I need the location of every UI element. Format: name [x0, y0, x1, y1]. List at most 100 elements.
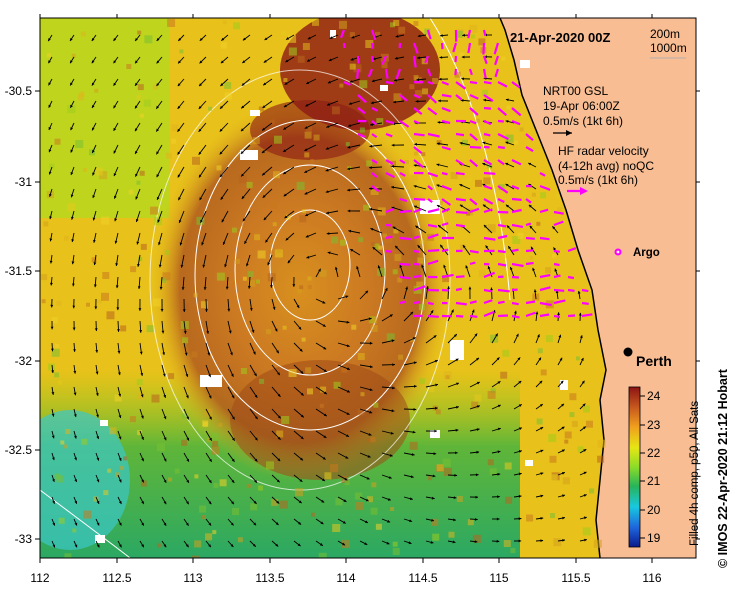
sst-pixel	[247, 271, 254, 278]
gsl-arrow	[535, 357, 542, 366]
hf-radar-arrow	[427, 132, 440, 138]
hf-radar-arrow	[370, 55, 374, 62]
sst-pixel	[478, 38, 486, 46]
gsl-arrow	[325, 144, 339, 150]
gsl-arrow	[447, 405, 459, 410]
sst-pixel	[297, 289, 302, 294]
gsl-arrow	[505, 204, 515, 212]
gsl-arrow	[271, 518, 279, 526]
gsl-arrow	[271, 430, 281, 441]
gsl-arrow	[293, 496, 302, 504]
gsl-arrow	[557, 516, 566, 520]
gsl-arrow	[117, 452, 122, 462]
gsl-arrow	[285, 34, 295, 40]
sst-pixel	[211, 432, 219, 440]
gsl-arrow	[117, 342, 121, 354]
sst-pixel	[120, 325, 127, 332]
hf-radar-arrow	[469, 93, 479, 100]
gsl-arrow	[403, 408, 417, 411]
gsl-arrow	[491, 495, 500, 499]
gsl-arrow	[283, 100, 295, 108]
map-title: 21-Apr-2020 00Z	[510, 30, 610, 45]
gsl-arrow	[220, 78, 229, 87]
gsl-arrow	[347, 144, 361, 149]
sst-pixel	[212, 441, 219, 447]
gsl-arrow	[425, 540, 434, 544]
hf-radar-arrow	[497, 145, 505, 149]
hf-radar-arrow	[441, 248, 449, 253]
gsl-arrow	[161, 408, 167, 420]
sst-pixel	[43, 221, 49, 227]
gsl-arrow	[491, 450, 501, 454]
sst-pixel	[271, 499, 279, 506]
gsl-arrow	[579, 357, 584, 366]
gsl-arrow	[183, 452, 190, 462]
gsl-arrow	[417, 56, 427, 60]
sst-pixel	[397, 277, 403, 283]
sst-pixel	[370, 437, 376, 443]
hf-radar-arrow	[384, 68, 389, 79]
gsl-arrow	[134, 122, 141, 132]
gsl-arrow	[403, 496, 413, 501]
gsl-arrow	[305, 100, 317, 107]
gsl-arrow	[557, 426, 565, 432]
gsl-arrow	[425, 359, 438, 366]
gsl-arrow	[359, 430, 372, 436]
hf-radar-arrow	[497, 314, 508, 318]
gsl-arrow	[271, 298, 276, 310]
hf-radar-arrow	[455, 132, 465, 137]
sst-pixel	[355, 492, 363, 500]
gsl-arrow	[261, 122, 273, 131]
gsl-arrow	[535, 449, 544, 454]
gsl-arrow	[369, 207, 383, 212]
sst-pixel	[478, 270, 486, 278]
hf-radar-arrow	[455, 301, 467, 306]
hf-radar-arrow	[441, 80, 450, 86]
sst-pixel	[136, 180, 141, 185]
gsl-arrow	[156, 56, 163, 64]
sst-pixel	[137, 430, 143, 436]
gsl-arrow	[557, 380, 564, 388]
gsl-arrow	[203, 276, 207, 290]
sst-pixel	[454, 71, 461, 78]
gsl-arrow	[337, 430, 350, 438]
hf-radar-arrow	[581, 313, 593, 318]
gsl-arrow	[293, 386, 304, 396]
sst-pixel	[106, 311, 115, 320]
gsl-arrow	[177, 166, 185, 178]
gsl-arrow	[139, 386, 144, 398]
gsl-arrow	[372, 246, 383, 256]
gsl-arrow	[393, 100, 405, 104]
sst-pixel	[436, 464, 444, 472]
sst-pixel	[339, 20, 347, 29]
hf-radar-arrow	[497, 288, 510, 293]
gsl-arrow	[492, 517, 500, 521]
hf-radar-arrow	[483, 310, 495, 318]
gsl-arrow	[329, 34, 339, 40]
gsl-arrow	[490, 287, 493, 300]
sst-pixel	[593, 539, 602, 548]
sst-pixel	[161, 278, 167, 283]
gsl-arrow	[469, 473, 479, 477]
sst-pixel	[335, 498, 343, 506]
sst-pixel	[331, 236, 339, 244]
gsl-arrow	[205, 518, 212, 526]
sst-pixel	[471, 401, 479, 409]
gsl-arrow	[249, 386, 258, 398]
colorbar-tick-label: 22	[647, 446, 661, 460]
sst-pixel	[483, 177, 491, 185]
gsl-arrow	[403, 518, 413, 523]
sst-pixel	[487, 459, 494, 466]
gsl-arrow	[49, 210, 53, 220]
gsl-arrow	[180, 254, 185, 268]
gsl-arrow	[177, 188, 185, 201]
hf-radar-arrow	[469, 314, 478, 318]
sst-pixel	[398, 354, 404, 360]
sst-pixel	[193, 293, 198, 298]
gsl-arrow	[491, 333, 499, 344]
gsl-arrow	[198, 122, 207, 133]
gsl-arrow	[403, 474, 414, 479]
gsl-arrow	[381, 474, 392, 479]
gsl-arrow	[134, 78, 141, 87]
sst-pixel	[455, 30, 463, 38]
